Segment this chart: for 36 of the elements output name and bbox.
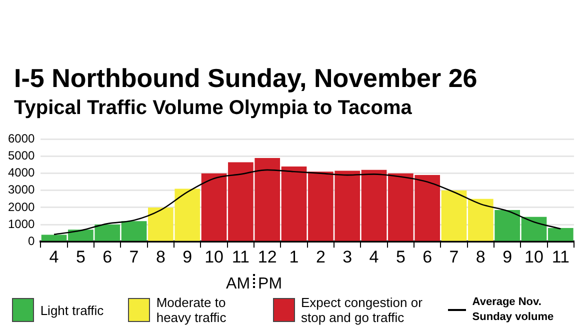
- y-tick-label: 0: [28, 234, 36, 248]
- x-tick-label: 2: [316, 247, 326, 266]
- legend-label: Expect congestion or stop and go traffic: [301, 295, 423, 325]
- y-tick-label: 2000: [8, 200, 36, 214]
- x-tick-label: 12: [258, 247, 277, 266]
- legend-label: Light traffic: [40, 302, 104, 318]
- x-tick-label: 6: [422, 247, 432, 266]
- x-tick-label: 8: [156, 247, 166, 266]
- x-tick-label: 5: [76, 247, 86, 266]
- y-tick-label: 1000: [8, 216, 36, 231]
- text: AM: [226, 275, 250, 292]
- line-series: [53, 169, 562, 236]
- x-tick-label: 1: [289, 247, 299, 266]
- x-tick-label: 6: [102, 247, 112, 266]
- x-tick-label: 9: [502, 247, 512, 266]
- x-tick-label: 5: [396, 247, 406, 266]
- y-tick-label: 5000: [8, 148, 36, 163]
- x-tick-label: 7: [449, 247, 459, 266]
- y-tick-label: 3000: [8, 182, 36, 197]
- x-tick-label: 4: [369, 247, 379, 266]
- y-tick-label: 6000: [8, 132, 36, 146]
- text: PM: [258, 275, 282, 292]
- x-tick-label: 9: [182, 247, 192, 266]
- x-tick-label: 10: [524, 247, 544, 266]
- y-tick-label: 4000: [8, 166, 36, 180]
- x-tick-label: 4: [49, 247, 59, 266]
- x-tick-label: 11: [232, 247, 250, 266]
- legend-label: Average Nov. Sunday volume: [472, 295, 555, 325]
- x-tick-label: 10: [204, 247, 224, 266]
- x-tick-label: 8: [476, 247, 486, 266]
- chart-subtitle: Typical Traffic Volume Olympia to Tacoma: [14, 96, 413, 121]
- x-tick-label: 11: [552, 247, 570, 266]
- chart-title: I-5 Northbound Sunday, November 26: [14, 62, 478, 94]
- x-tick-label: 7: [129, 247, 139, 266]
- legend-label: Moderate to heavy traffic: [156, 295, 228, 325]
- x-tick-label: 3: [342, 247, 352, 266]
